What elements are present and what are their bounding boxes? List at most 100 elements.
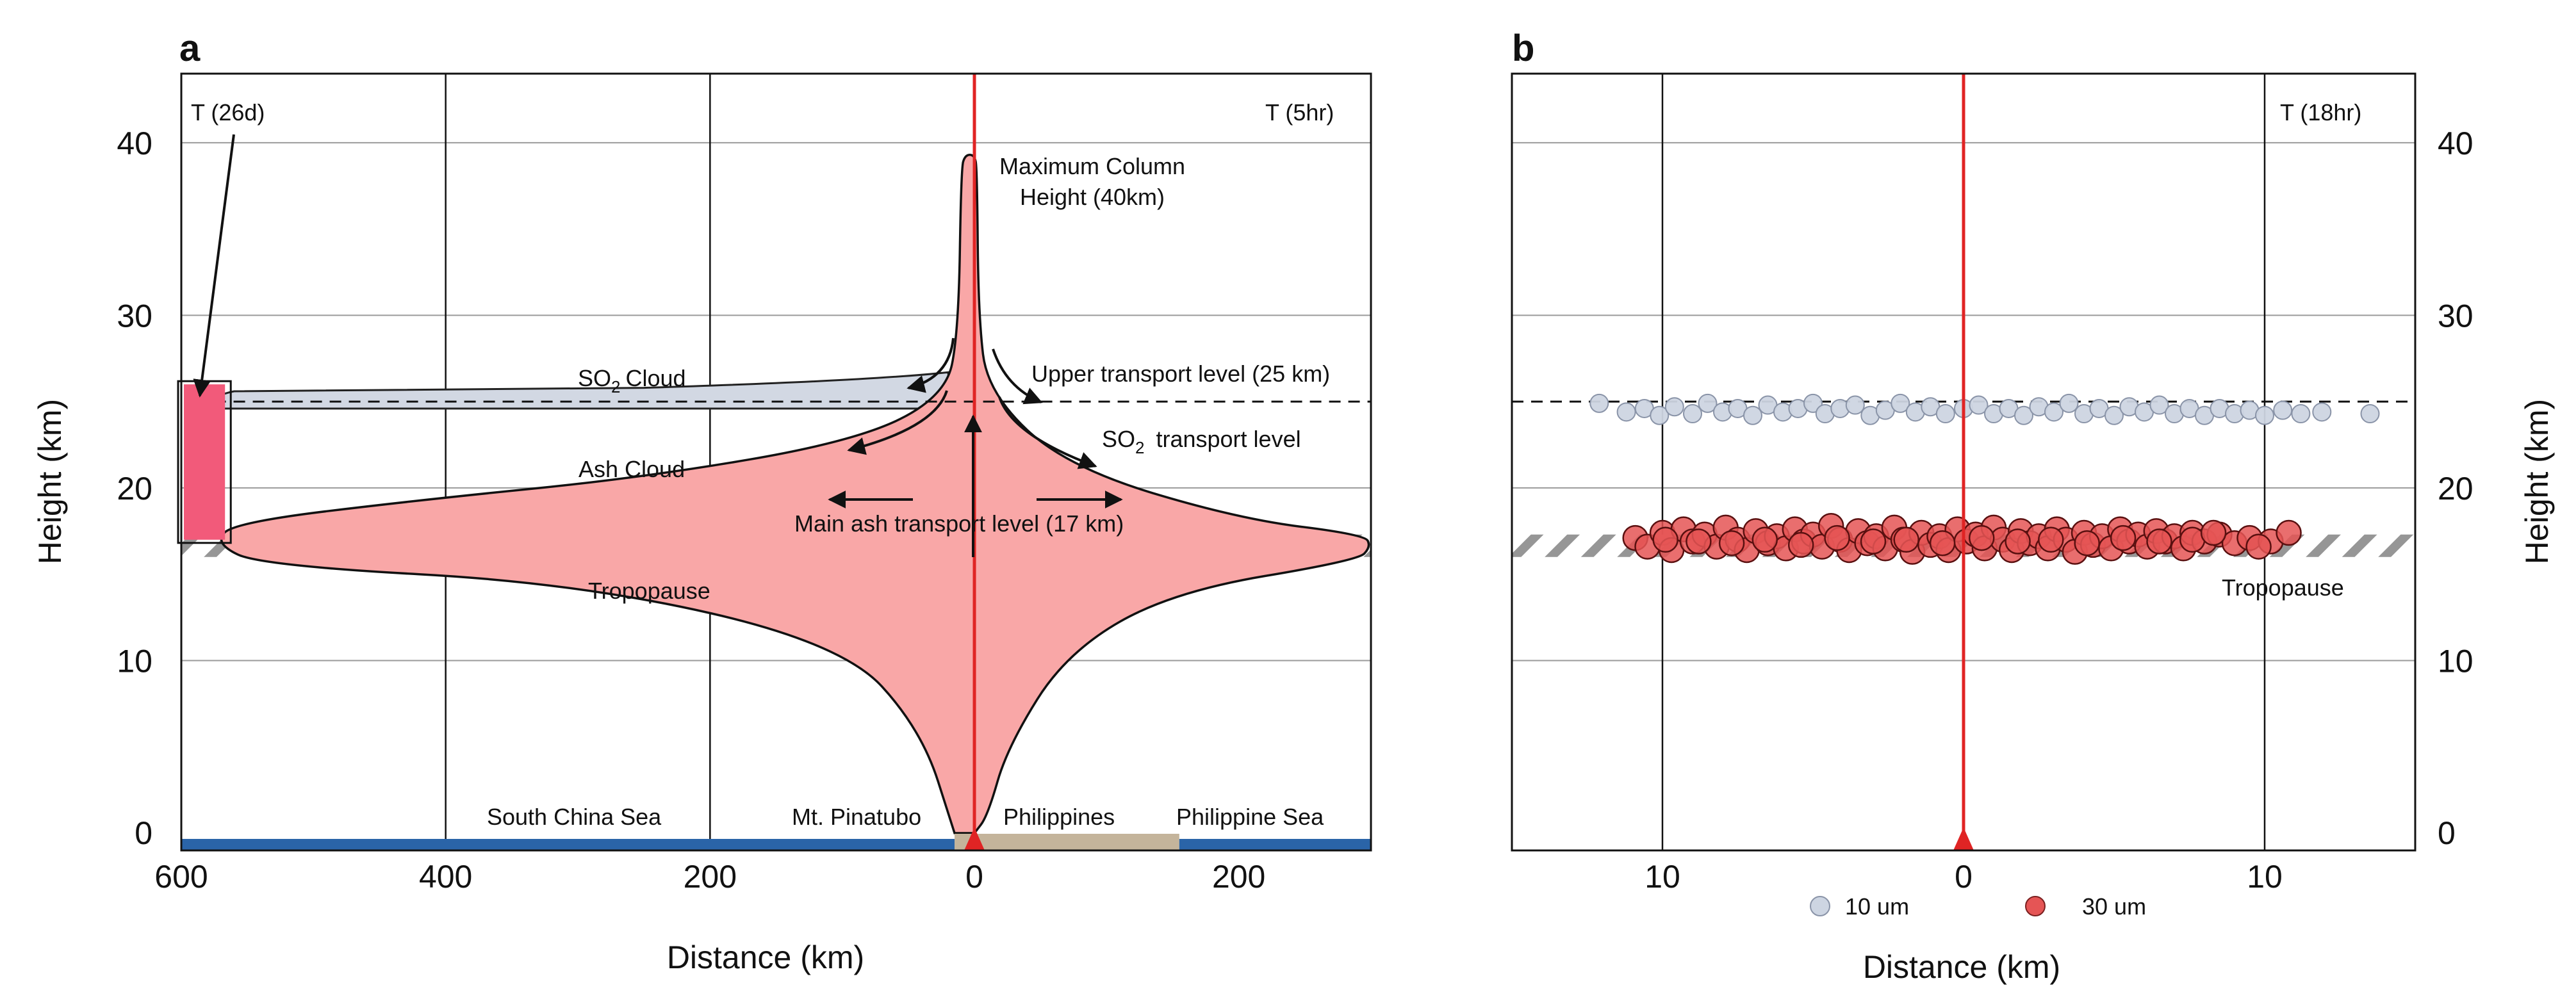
panel-b-x-tick-0: 10 bbox=[1645, 859, 1680, 895]
label-so2-cloud: SO2 Cloud bbox=[578, 365, 686, 396]
point-10um-0 bbox=[1589, 393, 1609, 413]
point-30um-73 bbox=[1929, 530, 1956, 556]
point-10um-4 bbox=[1664, 397, 1684, 417]
label-south-china-sea: South China Sea bbox=[487, 804, 662, 830]
point-30um-77 bbox=[2074, 530, 2100, 556]
label-so2-cloud-so: SO bbox=[578, 365, 611, 391]
legend-marker-10um bbox=[1810, 896, 1830, 916]
point-10um-16 bbox=[1845, 395, 1865, 415]
label-philippines: Philippines bbox=[1003, 804, 1115, 830]
label-so2-transport: SO2 transport level bbox=[1102, 426, 1301, 457]
label-t-5hr: T (5hr) bbox=[1265, 99, 1334, 126]
panel-b-x-ticks: 10 0 10 bbox=[1645, 859, 2283, 895]
panel-b-y-tick-0: 0 bbox=[2438, 815, 2456, 851]
philippine-sea-bar bbox=[1179, 839, 1371, 850]
point-10um-44 bbox=[2273, 400, 2293, 420]
so2-box bbox=[184, 384, 226, 540]
legend-marker-30um bbox=[2025, 896, 2046, 916]
label-tropopause-a: Tropopause bbox=[588, 578, 710, 604]
arrow-so2-right bbox=[998, 396, 1097, 469]
panel-b-frame bbox=[1511, 72, 2416, 852]
point-30um-71 bbox=[1860, 528, 1887, 555]
panel-a-y-tick-2: 20 bbox=[117, 471, 152, 507]
arrow-ash-left bbox=[847, 390, 948, 455]
panel-a-x-ticks: 600 400 200 0 200 bbox=[154, 859, 1265, 895]
panel-a-x-tick-3: 0 bbox=[965, 859, 983, 895]
panel-b: b 10 0 10 0 10 20 30 40 T (18hr) Tropopause Di… bbox=[1511, 28, 2555, 985]
point-10um-46 bbox=[2312, 402, 2332, 422]
label-upper-transport: Upper transport level (25 km) bbox=[1031, 361, 1330, 387]
point-10um-9 bbox=[1743, 405, 1762, 425]
point-30um-83 bbox=[2245, 533, 2272, 560]
point-10um-5 bbox=[1683, 404, 1702, 424]
label-t-18hr: T (18hr) bbox=[2280, 99, 2361, 126]
label-so2-transport-sub: 2 bbox=[1135, 438, 1144, 457]
panel-b-y-tick-1: 10 bbox=[2438, 643, 2473, 679]
point-10um-24 bbox=[1969, 395, 1989, 415]
point-30um-79 bbox=[2146, 528, 2172, 555]
label-philippine-sea: Philippine Sea bbox=[1176, 804, 1324, 830]
panel-a-x-tick-1: 400 bbox=[419, 859, 472, 895]
point-30um-66 bbox=[1686, 528, 1712, 555]
point-10um-6 bbox=[1698, 393, 1718, 413]
point-30um-69 bbox=[1787, 532, 1814, 558]
panel-b-x-tick-1: 0 bbox=[1955, 859, 1973, 895]
point-10um-47 bbox=[2360, 404, 2380, 424]
south-china-sea-bar bbox=[181, 839, 955, 850]
panel-b-letter: b bbox=[1512, 28, 1534, 69]
point-30um-68 bbox=[1752, 526, 1778, 553]
panel-a-y-axis-label: Height (km) bbox=[32, 399, 68, 564]
point-10um-43 bbox=[2255, 405, 2274, 425]
label-so2-cloud-sub: 2 bbox=[611, 377, 620, 396]
label-ash-cloud: Ash Cloud bbox=[578, 456, 685, 482]
arrow-so2-left bbox=[907, 337, 955, 393]
panel-a-x-axis-label: Distance (km) bbox=[667, 939, 864, 975]
ash-cloud-plume bbox=[220, 153, 1370, 834]
label-t-26d: T (26d) bbox=[191, 99, 265, 126]
point-30um-82 bbox=[1652, 526, 1678, 553]
panel-a-y-tick-0: 0 bbox=[135, 815, 152, 851]
point-30um-74 bbox=[1968, 524, 1995, 551]
point-10um-45 bbox=[2291, 404, 2311, 424]
point-10um-30 bbox=[2059, 393, 2079, 413]
point-10um-29 bbox=[2044, 402, 2063, 422]
point-10um-22 bbox=[1935, 404, 1955, 424]
panel-b-y-axis-label: Height (km) bbox=[2519, 399, 2555, 564]
panel-a-x-tick-0: 600 bbox=[154, 859, 208, 895]
point-30um-75 bbox=[2005, 528, 2031, 555]
point-30um-81 bbox=[2200, 519, 2227, 546]
point-10um-33 bbox=[2104, 405, 2124, 425]
panel-a-y-ticks: 0 10 20 30 40 bbox=[117, 126, 152, 851]
panel-b-x-tick-2: 10 bbox=[2247, 859, 2283, 895]
panel-a-x-tick-2: 200 bbox=[684, 859, 737, 895]
label-so2-cloud-tail: Cloud bbox=[625, 365, 685, 391]
panel-a-y-tick-3: 30 bbox=[117, 298, 152, 334]
label-so2-transport-so: SO bbox=[1102, 426, 1135, 452]
point-30um-72 bbox=[1893, 526, 1919, 553]
point-30um-70 bbox=[1824, 524, 1850, 551]
panel-a-frame bbox=[180, 72, 1372, 852]
panel-b-y-tick-4: 40 bbox=[2438, 126, 2473, 161]
panel-a-letter: a bbox=[179, 28, 201, 69]
point-10um-36 bbox=[2149, 395, 2169, 415]
point-30um-67 bbox=[1718, 530, 1745, 556]
panel-b-y-ticks: 0 10 20 30 40 bbox=[2438, 126, 2473, 851]
point-10um-1 bbox=[1616, 402, 1636, 422]
legend-label-30um: 30 um bbox=[2082, 893, 2146, 920]
panel-b-y-tick-2: 20 bbox=[2438, 471, 2473, 507]
panel-b-x-axis-label: Distance (km) bbox=[1863, 949, 2060, 985]
label-max-column-2: Height (40km) bbox=[1020, 184, 1165, 210]
label-max-column-1: Maximum Column bbox=[999, 153, 1185, 179]
point-10um-19 bbox=[1891, 393, 1910, 413]
panel-b-vent-marker bbox=[1953, 827, 1974, 850]
arrow-upper-right bbox=[992, 348, 1043, 405]
philippines-land-bar bbox=[955, 834, 1179, 850]
point-10um-3 bbox=[1650, 405, 1669, 425]
legend-label-10um: 10 um bbox=[1845, 893, 1909, 920]
point-10um-27 bbox=[2014, 405, 2033, 425]
series-10um-points bbox=[1589, 393, 2380, 425]
panel-a-y-tick-4: 40 bbox=[117, 126, 152, 161]
label-tropopause-b: Tropopause bbox=[2222, 574, 2344, 601]
